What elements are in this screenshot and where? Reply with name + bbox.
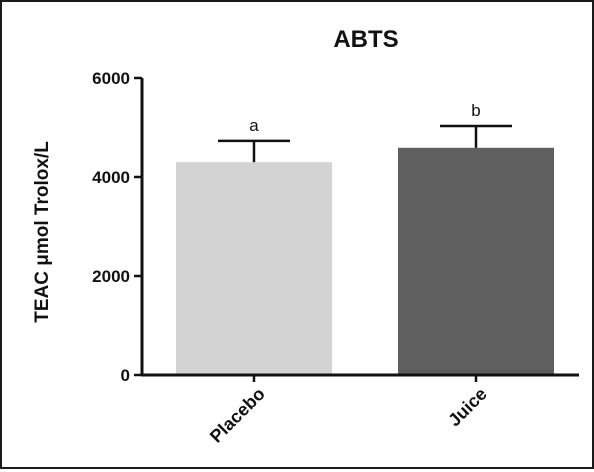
- y-tick-label: 2000: [92, 267, 130, 286]
- x-tick-label: Juice: [444, 384, 491, 431]
- y-tick-label: 6000: [92, 69, 130, 88]
- bar-placebo: [176, 162, 332, 375]
- y-axis-label: TEAC μmol Trolox/L: [32, 141, 53, 323]
- y-axis: 0 2000 4000 6000: [92, 69, 144, 385]
- error-bar-juice: [440, 124, 512, 148]
- significance-label: b: [471, 101, 480, 120]
- bar-juice: [398, 147, 554, 375]
- y-tick-label: 0: [121, 366, 130, 385]
- x-axis: Placebo Juice: [141, 373, 579, 447]
- chart-title: ABTS: [333, 26, 398, 53]
- x-tick-label: Placebo: [206, 384, 269, 447]
- error-bar-placebo: [218, 139, 290, 163]
- significance-label: a: [249, 116, 259, 135]
- error-bars-group: [218, 124, 512, 163]
- bars-group: [176, 147, 554, 375]
- y-tick-label: 4000: [92, 168, 130, 187]
- significance-labels-group: ab: [249, 101, 480, 135]
